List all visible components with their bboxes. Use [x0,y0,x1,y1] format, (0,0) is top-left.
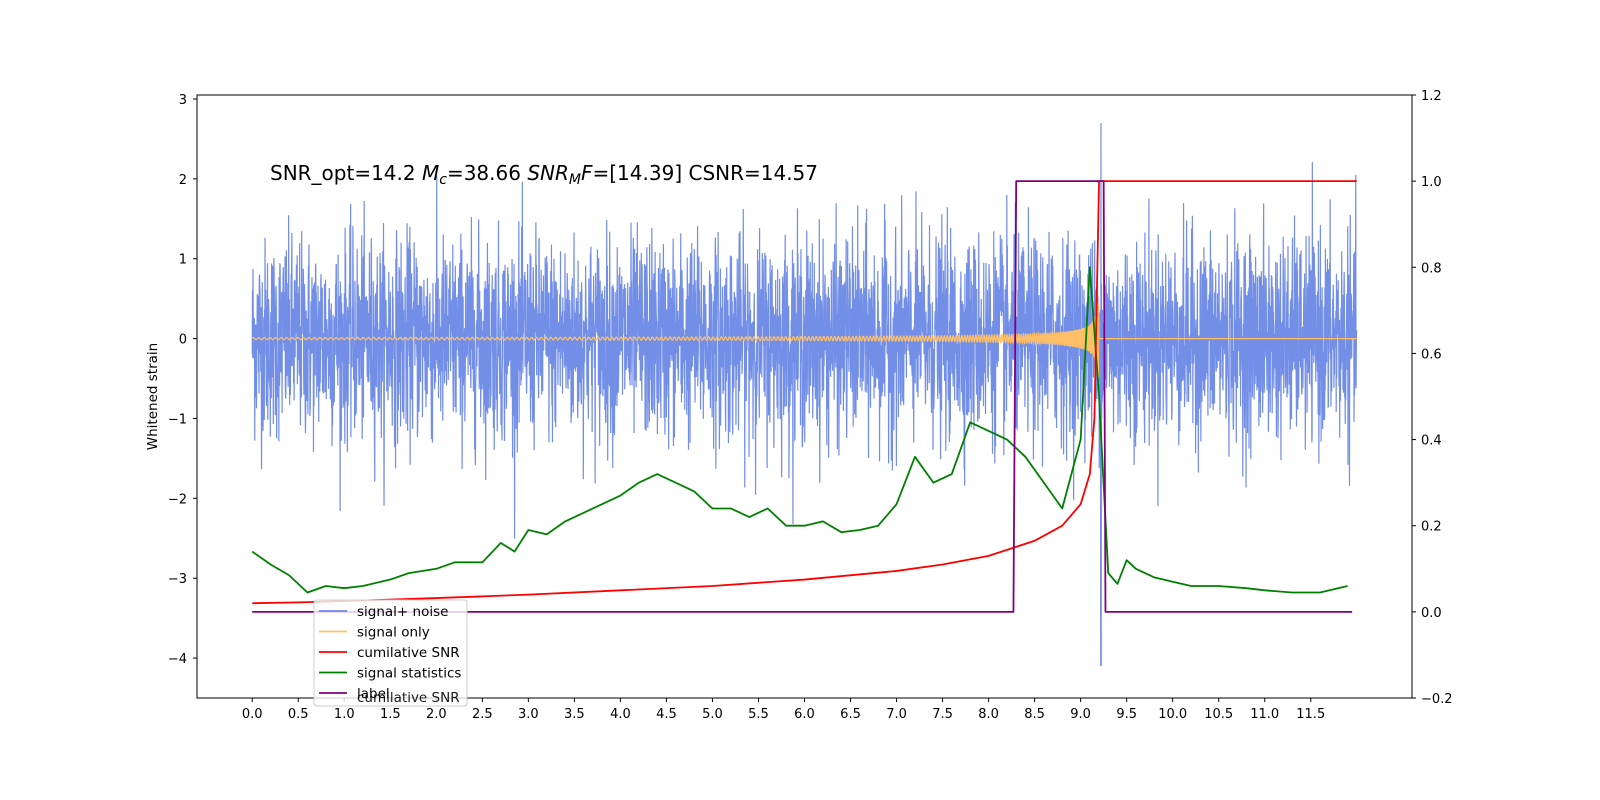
legend-box [313,599,468,707]
annotation-part: M [569,172,581,188]
annotation-part: SNR [527,161,569,185]
x-tick-label: 7.5 [932,707,953,722]
snr-annotation: SNR_opt=14.2 Mc=38.66 SNRMF=[14.39] CSNR… [270,161,818,188]
y-right-tick-label: 0.0 [1421,606,1442,621]
annotation-part: c [439,172,447,188]
x-tick-label: 9.0 [1070,707,1091,722]
x-tick-label: 6.5 [840,707,861,722]
x-tick-label: 9.5 [1116,707,1137,722]
y-right-tick-label: 1.0 [1421,175,1442,190]
y-right-tick-label: 0.6 [1421,347,1442,362]
y-left-tick-label: −1 [168,412,187,427]
legend-entry-label: cumilative SNR [357,645,460,661]
x-tick-label: 8.0 [978,707,999,722]
y-right-tick-label: 0.2 [1421,520,1442,535]
series-signal-only [251,303,1357,378]
x-tick-label: 6.0 [794,707,815,722]
legend-ghost-text: cumilative SNR [357,690,460,706]
y-right-tick-label: 1.2 [1421,89,1442,104]
x-tick-label: 11.0 [1250,707,1279,722]
series-signal-statistics [251,266,1348,594]
annotation-part: M [422,161,439,185]
annotation-part: =[14.39] CSNR=14.57 [593,161,819,185]
x-tick-label: 5.5 [748,707,769,722]
x-tick-label: 2.0 [426,707,447,722]
y-left-tick-label: 1 [179,253,187,268]
legend-entry-label: signal statistics [357,666,461,682]
x-tick-label: 8.5 [1024,707,1045,722]
x-tick-label: 10.0 [1158,707,1187,722]
x-tick-label: 7.0 [886,707,907,722]
y-left-tick-label: −4 [168,652,187,667]
legend-entry-label: signal+ noise [357,604,448,620]
x-tick-label: 0.0 [242,707,263,722]
x-tick-label: 3.5 [564,707,585,722]
x-tick-label: 4.5 [656,707,677,722]
plot-area [251,122,1358,667]
series-label [252,180,1353,613]
x-tick-label: 1.0 [334,707,355,722]
x-tick-label: 10.5 [1204,707,1233,722]
y-right-tick-label: 0.8 [1421,261,1442,276]
series-signal-plus-noise [251,122,1358,667]
x-tick-label: 4.0 [610,707,631,722]
legend-entry-label: label [357,686,390,702]
x-tick-label: 11.5 [1296,707,1325,722]
annotation-layer: SNR_opt=14.2 Mc=38.66 SNRMF=[14.39] CSNR… [270,161,818,188]
x-tick-label: 0.5 [288,707,309,722]
x-tick-label: 1.5 [380,707,401,722]
annotation-part: SNR_opt=14.2 [270,161,422,185]
x-tick-label: 2.5 [472,707,493,722]
y-left-tick-label: 3 [179,93,187,108]
x-tick-label: 3.0 [518,707,539,722]
x-tick-label: 5.0 [702,707,723,722]
legend: cumilative SNR signal+ noise signal only cu… [313,599,468,707]
y-left-tick-label: 2 [179,173,187,188]
annotation-part: F [581,161,593,185]
axes: 0.0 0.5 1.0 1.5 2.0 2.5 3.0 3.5 4.0 4.5 5.0 5.5 6.0 6… [145,89,1453,722]
legend-entry-label: signal only [357,625,430,641]
y-left-tick-label: 0 [179,333,187,348]
series-cumulative-snr [252,180,1357,605]
y-right-tick-label: 0.4 [1421,434,1442,449]
y-right-tick-label: −0.2 [1421,692,1453,707]
annotation-part: =38.66 [447,161,527,185]
y-left-tick-label: −3 [168,572,187,587]
y-left-tick-label: −2 [168,492,187,507]
y-axis-label: Whitened strain [145,343,161,450]
